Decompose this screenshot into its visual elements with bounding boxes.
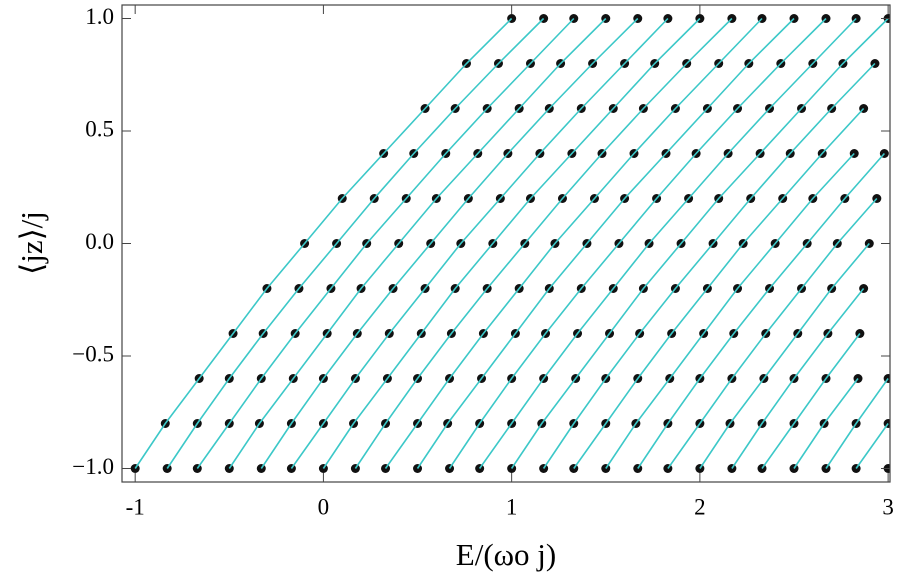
data-point: [727, 464, 737, 473]
curve: [510, 17, 889, 469]
x-tick-label: 3: [882, 494, 894, 519]
data-point: [162, 464, 172, 473]
curve: [196, 17, 575, 469]
curve: [542, 62, 876, 469]
data-point: [224, 464, 234, 473]
data-point: [130, 464, 140, 473]
curve: [573, 107, 865, 469]
data-point: [601, 464, 611, 473]
curve: [260, 17, 639, 469]
curve: [825, 378, 889, 469]
curve: [855, 423, 889, 469]
y-tick-label: 0.5: [85, 116, 114, 141]
x-tick-label: -1: [126, 494, 145, 519]
data-point: [633, 464, 643, 473]
y-tick-label: 0.0: [85, 229, 114, 254]
x-tick-label: 1: [506, 494, 518, 519]
curve: [667, 197, 878, 469]
curve: [478, 17, 857, 469]
curve: [384, 17, 763, 469]
curve: [699, 242, 870, 469]
curve: [354, 17, 733, 469]
curve: [448, 17, 827, 469]
plot-area: [130, 14, 890, 473]
curve: [731, 288, 865, 469]
y-tick-label: 1.0: [85, 4, 114, 29]
curve: [290, 17, 669, 469]
data-point: [695, 464, 705, 473]
y-tick-label: −1.0: [72, 454, 114, 479]
y-tick-label: −0.5: [72, 341, 114, 366]
x-tick-label: 2: [694, 494, 706, 519]
curve: [605, 152, 855, 469]
x-axis-label: E/(ωo j): [456, 537, 556, 572]
curve: [322, 17, 701, 469]
data-point: [883, 374, 890, 383]
curve: [416, 17, 795, 469]
data-point: [883, 419, 890, 428]
curve: [761, 333, 861, 469]
curve: [228, 17, 607, 469]
curve: [166, 17, 545, 469]
data-point: [256, 464, 266, 473]
curve: [793, 378, 859, 469]
curve: [134, 17, 513, 469]
y-axis-label: ⟨jz⟩/j: [14, 211, 49, 275]
x-tick-label: 0: [318, 494, 330, 519]
curve: [637, 152, 886, 469]
